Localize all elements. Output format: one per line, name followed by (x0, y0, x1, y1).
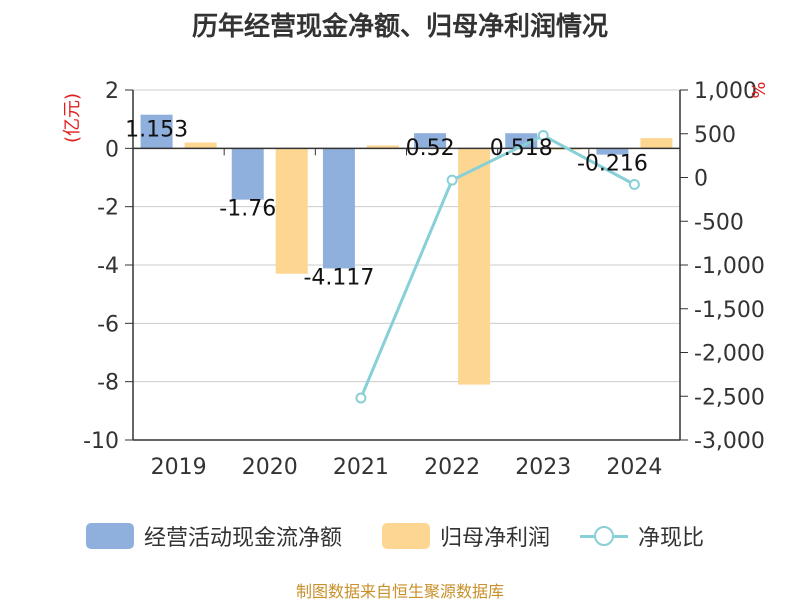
bar-cashflow (414, 133, 447, 149)
source-note: 制图数据来自恒生聚源数据库 (295, 582, 504, 601)
left-axis-tick-label: -2 (97, 196, 119, 221)
bar-label-cashflow: 1.153 (125, 118, 188, 143)
legend-label-ratio: 净现比 (638, 526, 705, 551)
bar-profit (184, 142, 217, 149)
left-axis-tick-label: 2 (105, 79, 119, 104)
axes: 2 0 -2 -4 -6 -8 -10 1,000 500 0 -500 -1,000 -1,500 -2… (83, 79, 765, 480)
bar-label-cashflow: -0.216 (577, 152, 648, 177)
chart-plot: 2 0 -2 -4 -6 -8 -10 1,000 500 0 -500 -1,000 -1,500 -2… (62, 79, 768, 480)
right-axis-unit: % (747, 81, 768, 98)
left-axis-tick-label: -4 (97, 254, 119, 279)
x-axis-tick-label: 2019 (151, 455, 207, 480)
left-axis-unit: (亿元) (62, 93, 83, 143)
bar-label-cashflow: 0.52 (406, 136, 455, 161)
right-axis-tick-label: 0 (694, 167, 708, 192)
bar-cashflow (140, 114, 173, 149)
left-axis-tick-label: -8 (97, 371, 119, 396)
right-axis-tick-label: 500 (694, 123, 736, 148)
legend-item-profit[interactable]: 归母净利润 (382, 516, 550, 556)
x-axis-tick-label: 2023 (515, 455, 571, 480)
bar-cashflow (322, 148, 355, 269)
ratio-point (537, 130, 549, 141)
bar-label-cashflow: 0.518 (490, 136, 553, 161)
left-axis-tick-label: 0 (105, 137, 119, 162)
right-axis-tick-label: -3,000 (694, 429, 765, 454)
bar-label-cashflow: -4.117 (303, 265, 374, 290)
ratio-line-path (359, 133, 636, 399)
chart-title: 历年经营现金净额、归母净利润情况 (191, 12, 608, 42)
bars (140, 114, 673, 385)
legend-item-ratio[interactable]: 净现比 (580, 516, 704, 556)
bar-profit (275, 148, 308, 274)
data-labels: 1.153 -1.76 -4.117 0.52 0.518 -0.216 (125, 118, 648, 291)
bar-cashflow (231, 148, 264, 200)
right-axis-tick-label: -2,000 (694, 342, 765, 367)
ratio-point (628, 179, 640, 190)
bar-profit (640, 138, 673, 149)
ratio-point (355, 392, 367, 404)
bar-label-cashflow: -1.76 (219, 197, 276, 222)
legend-item-cashflow[interactable]: 经营活动现金流净额 (86, 516, 342, 556)
right-axis-tick-label: -2,500 (694, 385, 765, 410)
ratio-line (355, 130, 640, 404)
legend-swatch-ratio (580, 523, 628, 549)
left-axis-tick-label: -6 (97, 312, 119, 337)
legend: 经营活动现金流净额 归母净利润 净现比 (0, 516, 800, 556)
legend-label-cashflow: 经营活动现金流净额 (144, 526, 343, 551)
right-axis-tick-label: -1,500 (694, 298, 765, 323)
bar-cashflow (505, 133, 538, 149)
x-axis-tick-label: 2022 (424, 455, 480, 480)
ratio-point (446, 174, 458, 186)
grid-lines (133, 89, 680, 383)
legend-swatch-cashflow (86, 523, 134, 549)
legend-swatch-profit (382, 523, 430, 549)
legend-label-profit: 归母净利润 (440, 526, 551, 551)
right-axis-tick-label: -1,000 (694, 254, 765, 279)
right-axis-tick-label: -500 (694, 210, 744, 235)
left-axis-tick-label: -10 (83, 429, 119, 454)
x-axis-tick-label: 2024 (606, 455, 662, 480)
x-axis-tick-label: 2020 (242, 455, 298, 480)
right-axis-tick-label: 1,000 (694, 79, 757, 104)
bar-profit (458, 148, 491, 385)
bar-profit (366, 145, 399, 149)
x-axis-tick-label: 2021 (333, 455, 389, 480)
bar-cashflow (596, 148, 629, 155)
